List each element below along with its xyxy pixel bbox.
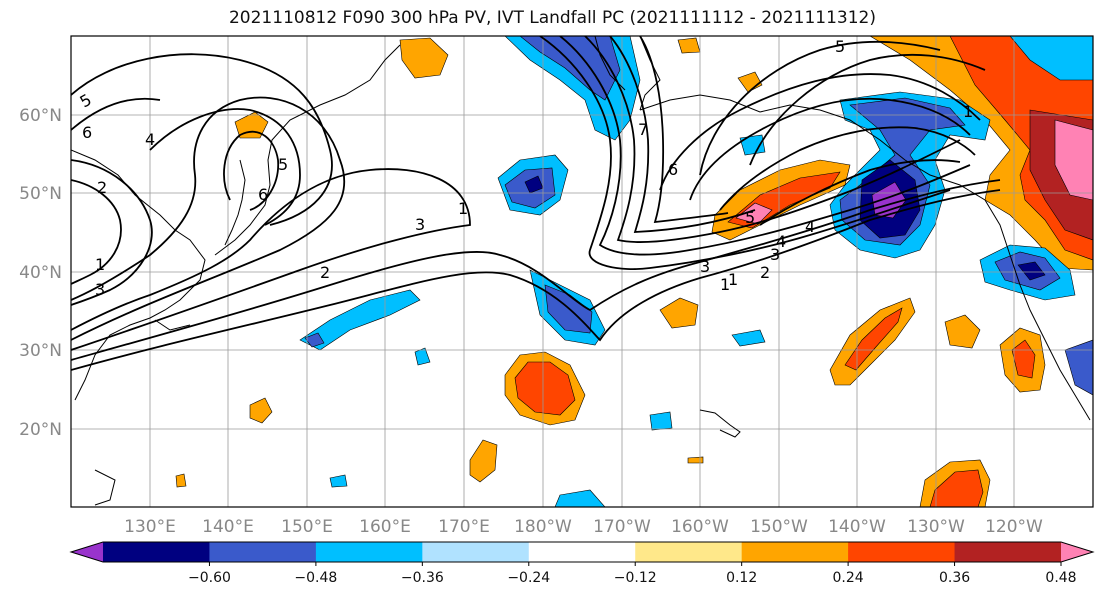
contour-label: 2	[760, 263, 770, 282]
lon-label: 120°W	[985, 517, 1043, 537]
contour-label: 3	[700, 257, 710, 276]
colorbar-tick-label: −0.12	[614, 570, 657, 586]
colorbar-tick-label: −0.60	[188, 570, 231, 586]
colorbar-swatch	[635, 542, 743, 562]
lon-label: 150°E	[281, 517, 333, 537]
contour-label: 1	[720, 275, 730, 294]
contour-label: 3	[415, 215, 425, 234]
longitude-labels: 130°E 140°E 150°E 160°E 170°E 180°W 170°…	[124, 517, 1043, 537]
contour-label: 1	[458, 199, 468, 218]
colorbar: −0.60 −0.48 −0.36 −0.24 −0.12 0.12 0.24 0.36 0.4…	[69, 541, 1095, 586]
lon-label: 140°E	[202, 517, 254, 537]
colorbar-outline	[69, 541, 1095, 563]
colorbar-swatch	[103, 542, 210, 562]
colorbar-swatch	[422, 542, 530, 562]
colorbar-swatch	[848, 542, 956, 562]
lat-label: 50°N	[19, 184, 62, 204]
contour-label: 5	[835, 37, 845, 56]
colorbar-swatch	[954, 542, 1062, 562]
contour-label: 1	[728, 270, 738, 289]
lat-label: 60°N	[19, 106, 62, 126]
colorbar-tick-label: −0.24	[507, 570, 550, 586]
colorbar-tick-label: 0.48	[1045, 570, 1076, 586]
contour-label: 5	[745, 208, 755, 227]
map-title: 2021110812 F090 300 hPa PV, IVT Landfall…	[228, 8, 876, 28]
lon-label: 160°W	[671, 517, 729, 537]
contour-label: 1	[963, 102, 973, 121]
colorbar-extend-min	[71, 542, 103, 562]
lon-label: 150°W	[750, 517, 808, 537]
colorbar-swatch	[741, 542, 849, 562]
colorbar-swatch	[315, 542, 423, 562]
contour-label: 6	[258, 185, 268, 204]
latitude-labels: 60°N 50°N 40°N 30°N 20°N	[19, 106, 62, 440]
colorbar-tick-label: 0.12	[726, 570, 757, 586]
contour-label: 3	[770, 245, 780, 264]
contour-label: 7	[638, 120, 648, 139]
plot-frame	[70, 35, 1094, 508]
contour-label: 6	[82, 123, 92, 142]
contour-labels: 5 6 4 2 1 3 5 6 3 2 1 3 1 4 7 6 5 4 3 2 …	[77, 37, 974, 299]
lat-label: 30°N	[19, 341, 62, 361]
contour-label: 5	[278, 155, 288, 174]
lon-label: 130°E	[124, 517, 176, 537]
lon-label: 180°W	[514, 517, 572, 537]
colorbar-tick-label: −0.48	[294, 570, 337, 586]
lon-label: 140°W	[828, 517, 886, 537]
lon-label: 130°W	[907, 517, 965, 537]
colorbar-tick-label: −0.36	[401, 570, 444, 586]
contour-label: 4	[776, 232, 786, 251]
contour-label: 6	[668, 160, 678, 179]
lat-label: 20°N	[19, 420, 62, 440]
contour-label: 4	[805, 217, 815, 236]
contour-label: 3	[95, 280, 105, 299]
pv-contours	[71, 36, 1001, 371]
colorbar-swatch	[528, 542, 636, 562]
lat-label: 40°N	[19, 263, 62, 283]
contour-label: 2	[97, 178, 107, 197]
contour-label: 4	[145, 130, 155, 149]
lon-label: 160°E	[359, 517, 411, 537]
colorbar-tick-label: 0.24	[833, 570, 864, 586]
colorbar-extend-max	[1061, 542, 1093, 562]
lon-label: 170°E	[438, 517, 490, 537]
colorbar-tick-label: 0.36	[939, 570, 970, 586]
lon-label: 170°W	[593, 517, 651, 537]
colorbar-swatch	[209, 542, 317, 562]
contour-label: 1	[95, 255, 105, 274]
contour-label: 2	[320, 263, 330, 282]
